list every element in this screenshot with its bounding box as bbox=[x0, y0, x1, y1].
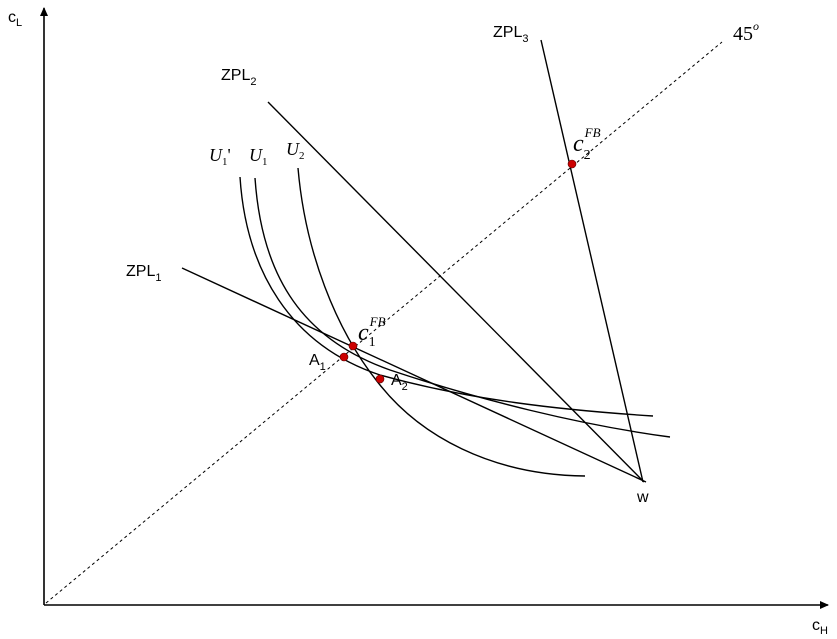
w-label: w bbox=[636, 489, 649, 506]
u1-prime-label: U1' bbox=[209, 145, 231, 168]
zpl1-line bbox=[181, 267, 647, 483]
x-axis-label: cH bbox=[812, 617, 828, 637]
a1-point bbox=[339, 352, 349, 362]
zpl1-label: ZPL1 bbox=[126, 263, 161, 284]
a2-label: A2 bbox=[391, 372, 408, 393]
zpl2-label: ZPL2 bbox=[221, 67, 256, 88]
zpl3-line bbox=[540, 39, 644, 483]
u1-label: U1 bbox=[249, 145, 268, 168]
y-axis-label: cL bbox=[8, 9, 22, 29]
a1-label: A1 bbox=[309, 352, 326, 373]
diagonal-label: 45o bbox=[733, 19, 759, 45]
c1fb-point bbox=[348, 341, 358, 351]
c1fb-label: c1FB bbox=[358, 314, 386, 350]
u2-label: U2 bbox=[286, 139, 305, 162]
c2fb-label: c2FB bbox=[573, 125, 601, 163]
u1-curve bbox=[254, 177, 671, 438]
a2-point bbox=[375, 374, 385, 384]
u2-curve bbox=[297, 167, 586, 477]
u1-prime-curve bbox=[239, 176, 654, 417]
c2fb-point bbox=[567, 159, 577, 169]
diagonal-45-line bbox=[45, 41, 723, 604]
zpl2-line bbox=[267, 101, 645, 483]
zpl3-label: ZPL3 bbox=[493, 24, 528, 45]
